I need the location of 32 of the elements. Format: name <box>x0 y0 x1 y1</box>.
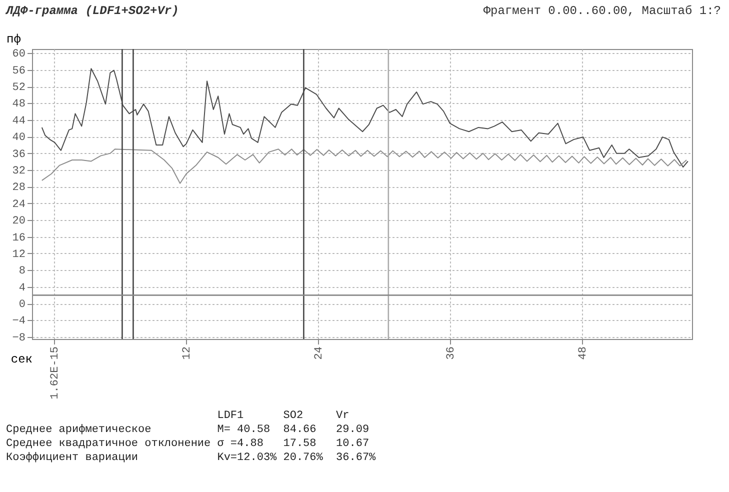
y-tick-label: 52 <box>12 82 26 94</box>
text: Среднее квадратичное отклонение σ =4.88 17.58 10.67 <box>6 437 370 451</box>
y-tick-label: −8 <box>12 332 26 344</box>
x-tick-label: 12 <box>182 346 194 360</box>
y-tick-label: 0 <box>18 299 26 312</box>
x-tick-label: 36 <box>446 346 458 360</box>
x-tick-label: 1.62E-15 <box>50 346 62 400</box>
y-tick-label: 12 <box>12 248 26 261</box>
y-tick-label: 24 <box>12 198 26 211</box>
text: Среднее арифметическое M= 40.58 84.66 29.09 <box>6 423 370 437</box>
y-tick-label: 32 <box>12 166 26 178</box>
line-series <box>41 148 687 184</box>
chart-title: ЛДФ-грамма (LDF1+SO2+Vr) <box>6 4 179 18</box>
y-tick-label: 56 <box>12 65 26 78</box>
text: Коэффициент вариации Kv=12.03% 20.76% 36.67% <box>6 451 377 465</box>
y-axis-title: пф <box>6 32 21 46</box>
y-tick-label: 40 <box>12 132 26 144</box>
y-tick-label: 20 <box>12 216 26 228</box>
y-tick-label: 28 <box>12 182 26 194</box>
y-tick-label: 4 <box>18 282 26 294</box>
y-tick-label: 36 <box>12 148 26 161</box>
y-tick-label: 48 <box>12 98 26 111</box>
y-tick-label: 16 <box>12 232 26 244</box>
x-axis-title: сек <box>10 352 32 366</box>
y-tick-label: −4 <box>12 316 26 328</box>
chart-subtitle: Фрагмент 0.00..60.00, Масштаб 1:? <box>483 4 721 18</box>
y-tick-label: 44 <box>12 115 26 128</box>
y-tick-label: 60 <box>12 48 26 61</box>
x-tick-label: 24 <box>314 346 326 360</box>
text: LDF1 SO2 Vr <box>216 409 350 423</box>
x-tick-label: 48 <box>578 346 590 360</box>
y-tick-label: 8 <box>18 266 26 278</box>
